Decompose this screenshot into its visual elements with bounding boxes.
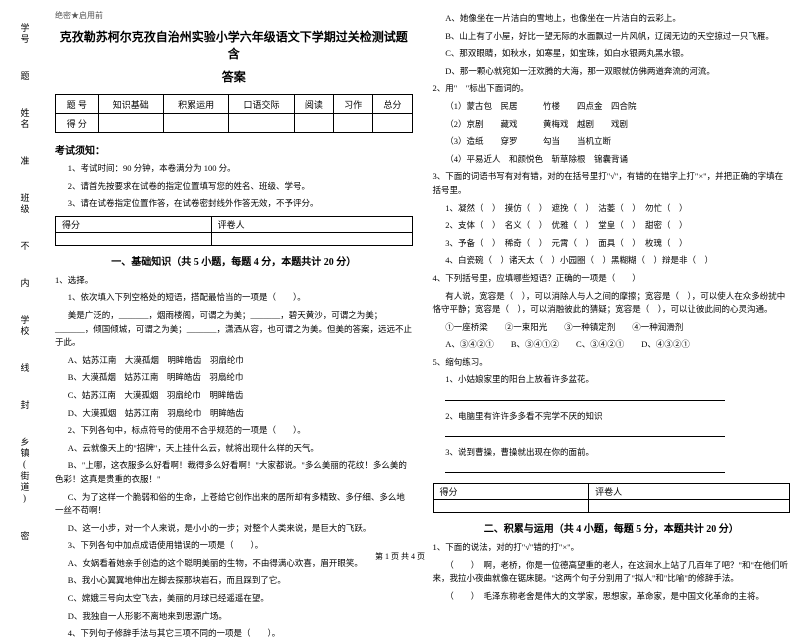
opt: D、这一小步，对一个人来说，是小小的一步；对整个人类来说，是巨大的飞跃。	[55, 522, 413, 536]
opt: A、她像坐在一片洁白的雪地上，也像坐在一片洁白的云彩上。	[433, 12, 791, 26]
sidebar-label: 学校	[19, 315, 32, 337]
q1-4: 4、下列句子修辞手法与其它三项不同的一项是（ ）。	[55, 627, 413, 641]
q2-row: （2）京剧 藏戏 黄梅戏 越剧 戏剧	[433, 118, 791, 132]
confidential-label: 绝密★启用前	[55, 10, 413, 21]
q2: 2、用" "标出下面词的。	[433, 82, 791, 96]
score-row-label: 得 分	[56, 114, 99, 133]
score-header: 口语交际	[229, 95, 294, 114]
q3-row: 4、白瓷碗（ ）诸天太（ ）小园圈（ ）黑糊糊（ ）辩是非（ ）	[433, 254, 791, 268]
notice-title: 考试须知：	[55, 142, 413, 157]
q3-row: 2、支体（ ） 名义（ ） 优雅（ ） 堂皇（ ） 甜密（ ）	[433, 219, 791, 233]
q5-item: 3、说到曹操，曹操就出现在你的面前。	[433, 446, 791, 460]
section-1-title: 一、基础知识（共 5 小题，每题 4 分，本题共计 20 分）	[55, 253, 413, 268]
score-cell	[98, 114, 163, 133]
binding-sidebar: 学号 题 姓名 准 班级 不 内 学校 线 封 乡镇(街道) 密	[0, 0, 50, 565]
sidebar-label: 学号	[19, 23, 32, 45]
page-footer: 第 1 页 共 4 页	[0, 551, 800, 562]
mini-score-table-2: 得分评卷人	[433, 483, 791, 513]
exam-title-1: 克孜勒苏柯尔克孜自治州实验小学六年级语文下学期过关检测试题 含	[55, 28, 413, 62]
q1-1: 1、依次填入下列空格处的短语，搭配最恰当的一项是（ ）。	[55, 291, 413, 305]
mini-score-cell: 评卷人	[589, 484, 790, 500]
q3: 3、下面的词语书写有对有错，对的在括号里打"√"，有错的在错字上打"×"，并把正…	[433, 170, 791, 197]
score-header: 题 号	[56, 95, 99, 114]
q2-row: （1）蒙古包 民居 竹楼 四点金 四合院	[433, 100, 791, 114]
q4-opts: A、③④②① B、③④①② C、③④②① D、④③②①	[433, 338, 791, 352]
sidebar-label: 班级	[19, 193, 32, 215]
q5: 5、缩句练习。	[433, 356, 791, 370]
mini-score-blank	[56, 232, 212, 245]
score-header: 阅读	[294, 95, 333, 114]
q3-row: 3、予备（ ） 稀奇（ ） 元霄（ ） 面具（ ） 枚瑰（ ）	[433, 237, 791, 251]
score-header: 总分	[373, 95, 412, 114]
right-column: A、她像坐在一片洁白的雪地上，也像坐在一片洁白的云彩上。 B、山上有了小屋，好比…	[433, 10, 791, 550]
mini-score-cell: 得分	[56, 216, 212, 232]
dash-char: 内	[19, 278, 32, 289]
opt: B、山上有了小屋，好比一望无际的水面飘过一片风帆，辽阔无边的天空掠过一只飞雁。	[433, 30, 791, 44]
answer-line	[433, 463, 791, 478]
opt: B、我小心翼翼地伸出左脚去探那块岩石，而且踩到了它。	[55, 574, 413, 588]
exam-title-2: 答案	[55, 68, 413, 85]
q1-2: 2、下列各句中，标点符号的使用不合乎规范的一项是（ ）。	[55, 424, 413, 438]
exam-content: 绝密★启用前 克孜勒苏柯尔克孜自治州实验小学六年级语文下学期过关检测试题 含 答…	[50, 0, 800, 565]
q1: 1、选择。	[55, 274, 413, 288]
opt: C、嫦娥三号向太空飞去，美丽的月球已经遥遥在望。	[55, 592, 413, 606]
opt: A、姑苏江南 大漠孤烟 明眸皓齿 羽扇纶巾	[55, 354, 413, 368]
section-2-title: 二、积累与运用（共 4 小题，每题 5 分，本题共计 20 分）	[433, 520, 791, 535]
opt: C、为了这样一个脆弱和俗的生命，上苍给它创作出来的居所却有多精致、多仔细、多么地…	[55, 491, 413, 518]
score-cell	[294, 114, 333, 133]
opt: D、我独自一人形影不离地来到思源广场。	[55, 610, 413, 624]
dash-char: 线	[19, 363, 32, 374]
q1-1-text: 美是广泛的，_______，烟雨楼阁，可谓之为美；_______，碧天黄沙，可谓…	[55, 309, 413, 350]
opt: B、大漠孤烟 姑苏江南 明眸皓齿 羽扇纶巾	[55, 371, 413, 385]
notice-item: 3、请在试卷指定位置作答，在试卷密封线外作答无效，不予评分。	[55, 197, 413, 211]
q3-row: 1、凝然（ ） 摸仿（ ） 遮挽（ ） 沽萎（ ） 勿忙（ ）	[433, 202, 791, 216]
dash-char: 题	[19, 71, 32, 82]
answer-line	[433, 391, 791, 406]
q2-row: （4）平易近人 和颜悦色 斩草除根 锦囊背诵	[433, 153, 791, 167]
opt: D、大漠孤烟 姑苏江南 羽扇纶巾 明眸皓齿	[55, 407, 413, 421]
sidebar-label: 姓名	[19, 108, 32, 130]
opt: A、云就像天上的"招牌"，天上挂什么云，就将出现什么样的天气。	[55, 442, 413, 456]
score-header: 积累运用	[163, 95, 228, 114]
sidebar-label: 乡镇(街道)	[19, 437, 32, 505]
score-header: 知识基础	[98, 95, 163, 114]
mini-score-cell: 评卷人	[211, 216, 412, 232]
score-cell	[229, 114, 294, 133]
s2-q1-item: （ ） 毛泽东称老舍是伟大的文学家，思想家，革命家，是中国文化革命的主将。	[433, 590, 791, 604]
notice-item: 2、请首先按要求在试卷的指定位置填写您的姓名、班级、学号。	[55, 180, 413, 194]
score-cell	[373, 114, 412, 133]
answer-line	[433, 427, 791, 442]
q2-row: （3）造纸 穿罗 勾当 当机立断	[433, 135, 791, 149]
q4-text: 有人说，宽容是（ ），可以消除人与人之间的摩擦；宽容是（ ），可以使人在众多纷扰…	[433, 290, 791, 317]
mini-score-cell: 得分	[433, 484, 589, 500]
side-word: 封	[19, 400, 32, 411]
opt: C、那双眼睛，如秋水，如寒星，如宝珠，如白水银两丸黑水银。	[433, 47, 791, 61]
dash-char: 准	[19, 156, 32, 167]
q4: 4、下列括号里，应填哪些短语？正确的一项是（ ）	[433, 272, 791, 286]
notice-item: 1、考试时间：90 分钟，本卷满分为 100 分。	[55, 162, 413, 176]
q5-item: 2、电脑里有许许多多看不完学不厌的知识	[433, 410, 791, 424]
mini-score-blank	[589, 500, 790, 513]
s2-q1-item: （ ） 啊，老桥，你是一位德高望重的老人，在这涧水上站了几百年了吧？"和"在他们…	[433, 559, 791, 586]
score-table: 题 号 知识基础 积累运用 口语交际 阅读 习作 总分 得 分	[55, 94, 413, 133]
mini-score-table: 得分评卷人	[55, 216, 413, 246]
opt: D、那一颗心就宛如一汪欢腾的大海，那一双眼就仿佛两道奔流的河流。	[433, 65, 791, 79]
mini-score-blank	[211, 232, 412, 245]
score-header: 习作	[333, 95, 372, 114]
opt: C、姑苏江南 大漠孤烟 羽扇纶巾 明眸皓齿	[55, 389, 413, 403]
score-cell	[163, 114, 228, 133]
q5-item: 1、小姑娘家里的阳台上放着许多盆花。	[433, 373, 791, 387]
side-word: 密	[19, 531, 32, 542]
opt: B、"上哪，这衣服多么好看啊！裁得多么好看啊！"大家都说。"多么美丽的花纹！多么…	[55, 459, 413, 486]
left-column: 绝密★启用前 克孜勒苏柯尔克孜自治州实验小学六年级语文下学期过关检测试题 含 答…	[55, 10, 413, 550]
mini-score-blank	[433, 500, 589, 513]
q4-items: ①一座桥梁 ②一束阳光 ③一种镇定剂 ④一种润滑剂	[433, 321, 791, 335]
score-cell	[333, 114, 372, 133]
dash-char: 不	[19, 241, 32, 252]
